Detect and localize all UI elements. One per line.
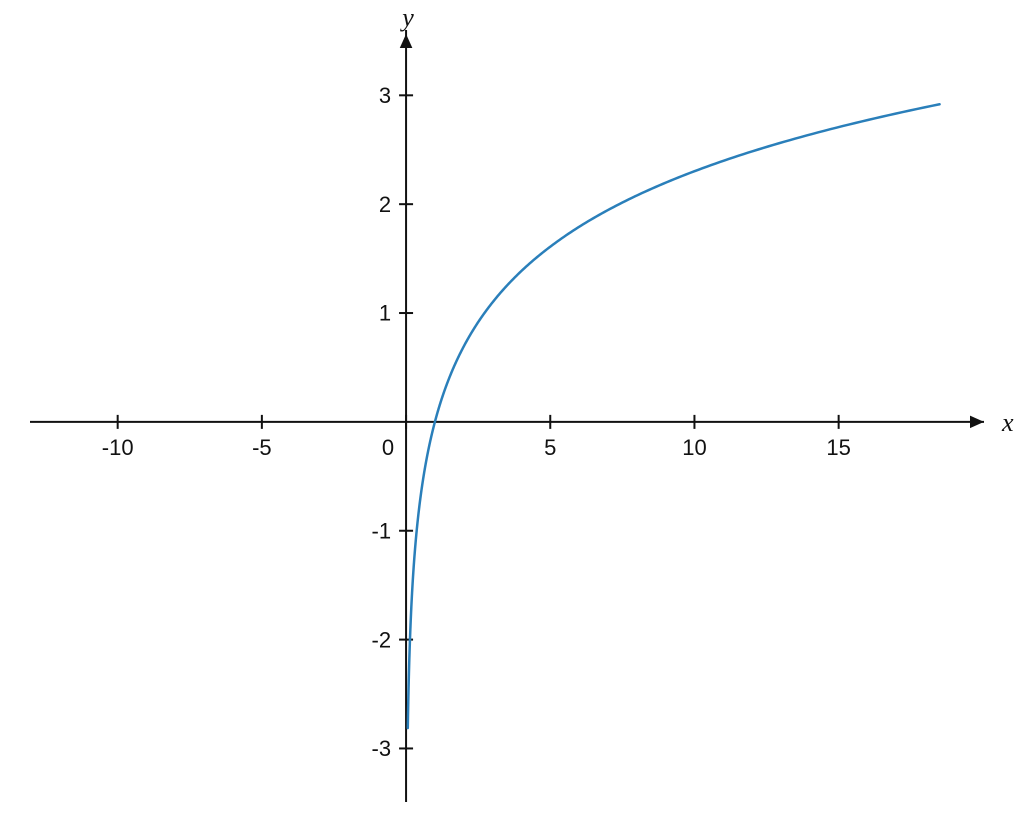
log-chart: -10 -5 0 5 10 15 -3 -2 -1 1 2 3 x y — [0, 0, 1024, 822]
chart-svg: -10 -5 0 5 10 15 -3 -2 -1 1 2 3 x y — [0, 0, 1024, 822]
y-tick-label: -3 — [372, 736, 392, 761]
x-tick-label: 5 — [544, 435, 556, 460]
x-axis-arrow — [970, 416, 984, 429]
x-tick-label: -10 — [102, 435, 134, 460]
y-tick-label: 2 — [379, 192, 391, 217]
x-tick-label: 10 — [682, 435, 706, 460]
y-tick-label: -2 — [372, 627, 392, 652]
x-axis-label: x — [1001, 408, 1014, 437]
y-tick-label: 3 — [379, 83, 391, 108]
y-axis-arrow — [400, 34, 413, 48]
x-tick-label: -5 — [252, 435, 272, 460]
y-tick-label: -1 — [372, 518, 392, 543]
y-tick-label: 1 — [379, 301, 391, 326]
log-curve — [408, 104, 940, 728]
x-tick-label: 15 — [826, 435, 850, 460]
y-axis-label: y — [399, 3, 414, 32]
x-tick-label: 0 — [382, 435, 394, 460]
